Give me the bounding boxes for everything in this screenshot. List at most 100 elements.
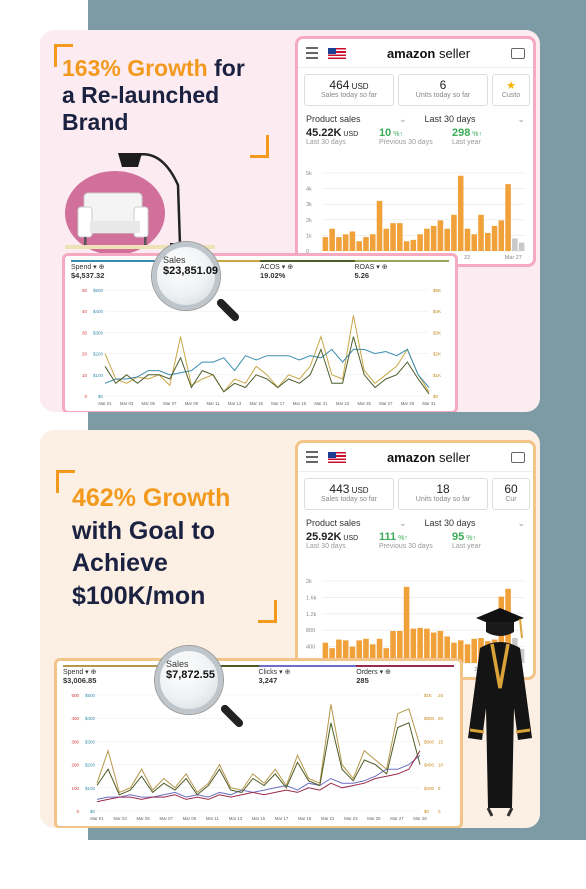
y-left-tick-label: $300 <box>85 739 96 744</box>
sales-bar <box>498 220 505 251</box>
x-tick-label: Mar 19 <box>298 816 312 821</box>
case-study-card-1: 163% Growth for a Re-launched Brand amaz… <box>40 30 540 412</box>
headline-2: 462% Growth with Goal to Achieve $100K/m… <box>72 482 230 612</box>
metric-tab-spend[interactable]: Spend ▾ ⊕ $4,537.32 <box>71 260 166 284</box>
x-tick-label: Mar 27 <box>379 401 393 406</box>
y-right-tick-label: 5 <box>438 786 441 791</box>
x-tick-label: Mar 23 <box>344 816 358 821</box>
chevron-down-icon[interactable]: ⌄ <box>517 114 525 124</box>
kpi-value: 464 <box>329 78 350 92</box>
y-left-tick-label: $200 <box>85 763 96 768</box>
metric-select[interactable]: Product sales <box>306 518 361 528</box>
kpi-sales-today[interactable]: 443 USD Sales today so far <box>304 478 394 510</box>
stat-value: 95 <box>452 531 465 543</box>
kpi-sales-today[interactable]: 464 USD Sales today so far <box>304 74 394 106</box>
hamburger-menu-icon[interactable] <box>306 451 318 463</box>
sales-bar <box>390 630 396 663</box>
metric-label: Clicks ▾ ⊕ <box>258 669 291 676</box>
selector-row: Product sales ⌄ Last 30 days ⌄ <box>298 512 533 529</box>
y-right-tick-label: $400 <box>424 763 435 768</box>
stat-value: 25.92K <box>306 531 342 543</box>
us-flag-icon[interactable] <box>328 47 346 59</box>
ads-dashboard-1: Spend ▾ ⊕ $4,537.32 ACOS ▾ ⊕ 19.02% ROAS ▾… <box>62 253 458 412</box>
kpi-units-today[interactable]: 6 Units today so far <box>398 74 488 106</box>
stat-last-year: 298 %↑ Last year <box>452 127 525 146</box>
x-tick-label: Mar 21 <box>321 816 335 821</box>
y-tick-label: 1k <box>306 233 312 239</box>
sales-bar-chart-1: 5k 4k 3k 2k 1k 0 22 Mar 27 <box>306 171 525 261</box>
metric-label: Spend ▾ ⊕ <box>71 264 105 271</box>
logo-bold: amazon <box>386 45 436 61</box>
metric-value: 19.02% <box>260 271 286 280</box>
metric-value: $4,537.32 <box>71 271 105 280</box>
kpi-label: Cur <box>505 496 517 503</box>
magnifier-value: $7,872.55 <box>166 669 215 681</box>
chevron-down-icon[interactable]: ⌄ <box>398 518 407 528</box>
x-tick-label: Mar 07 <box>163 401 177 406</box>
metric-value: $3,006.85 <box>63 676 97 685</box>
armchair-lamp-illustration <box>65 152 215 255</box>
y-left-tick-label: $500 <box>93 288 104 293</box>
sales-bar <box>485 232 491 251</box>
sales-bar <box>383 228 390 251</box>
us-flag-icon[interactable] <box>328 451 346 463</box>
kpi-label: Units today so far <box>415 496 471 503</box>
y-left-tick-label: 400 <box>71 716 79 721</box>
metric-label: ROAS ▾ ⊕ <box>354 264 388 271</box>
hamburger-menu-icon[interactable] <box>306 47 318 59</box>
sales-bar <box>329 228 335 251</box>
sales-bar <box>349 646 356 663</box>
magnifier-value: $23,851.09 <box>163 265 219 277</box>
magnifier-sales-2: Sales $7,872.55 <box>155 646 223 714</box>
y-right-tick-label: $800 <box>424 716 435 721</box>
x-tick-label: Mar 05 <box>142 401 156 406</box>
kpi-row: 464 USD Sales today so far 6 Units today s… <box>298 68 533 108</box>
y-right-tick-label: 0 <box>438 809 441 814</box>
x-tick-label: Mar 27 <box>390 816 404 821</box>
y-right-tick-label: $5K <box>433 288 441 293</box>
stat-prev-30: 10 %↑ Previous 30 days <box>379 127 452 146</box>
stat-row: 25.92K USD Last 30 days 111 %↑ Previous 30… <box>298 529 533 552</box>
metric-tab-spend[interactable]: Spend ▾ ⊕ $3,006.85 <box>63 665 161 689</box>
stat-value: 10 <box>379 127 392 139</box>
y-tick-label: 400 <box>306 645 315 651</box>
sales-bar <box>430 632 437 663</box>
sales-bar <box>322 237 329 251</box>
stat-label: Previous 30 days <box>379 139 433 146</box>
kpi-current[interactable]: 60 Cur <box>492 478 530 510</box>
camera-icon[interactable] <box>511 47 525 59</box>
y-right-tick-label: $1K <box>433 373 441 378</box>
x-tick-label: Mar 01 <box>90 816 104 821</box>
metric-select[interactable]: Product sales <box>306 114 361 124</box>
y-tick-label: 5k <box>306 171 312 177</box>
y-tick-label: 0 <box>306 249 309 255</box>
metric-tab-orders[interactable]: Orders ▾ ⊕ 285 <box>356 665 454 689</box>
camera-icon[interactable] <box>511 451 525 463</box>
chevron-down-icon[interactable]: ⌄ <box>517 518 525 528</box>
metric-tab-acos[interactable]: ACOS ▾ ⊕ 19.02% <box>260 260 355 284</box>
kpi-units-today[interactable]: 18 Units today so far <box>398 478 488 510</box>
range-select[interactable]: Last 30 days <box>424 518 476 528</box>
metric-tab-roas[interactable]: ROAS ▾ ⊕ 5.26 <box>354 260 449 284</box>
sales-bar <box>471 638 478 663</box>
y-left-tick-label: 300 <box>71 739 79 744</box>
bracket-top-left <box>56 470 75 493</box>
range-select[interactable]: Last 30 days <box>424 114 476 124</box>
sales-bar <box>444 228 450 251</box>
metric-tab-clicks[interactable]: Clicks ▾ ⊕ 3,247 <box>258 665 357 689</box>
x-tick-label: Mar 09 <box>183 816 197 821</box>
sales-bar <box>417 234 423 251</box>
app-header: amazon seller <box>298 39 533 68</box>
kpi-customer[interactable]: ★ Custo <box>492 74 530 106</box>
y-left-tick-label: $0 <box>98 394 104 399</box>
headline-line4: $100K/mon <box>72 581 206 610</box>
x-tick-label: Mar 03 <box>113 816 127 821</box>
x-tick-label: Mar 17 <box>275 816 289 821</box>
sales-bar <box>424 628 430 663</box>
metric-tabs: Spend ▾ ⊕ $3,006.85 Clicks ▾ ⊕ 3,247 Order… <box>57 661 460 689</box>
chevron-down-icon[interactable]: ⌄ <box>398 114 407 124</box>
logo-light: seller <box>435 449 471 465</box>
headline-highlight: 462% Growth <box>72 484 231 512</box>
headline-line2: a Re-launched <box>62 82 220 109</box>
x-tick-label: Mar 23 <box>336 401 350 406</box>
